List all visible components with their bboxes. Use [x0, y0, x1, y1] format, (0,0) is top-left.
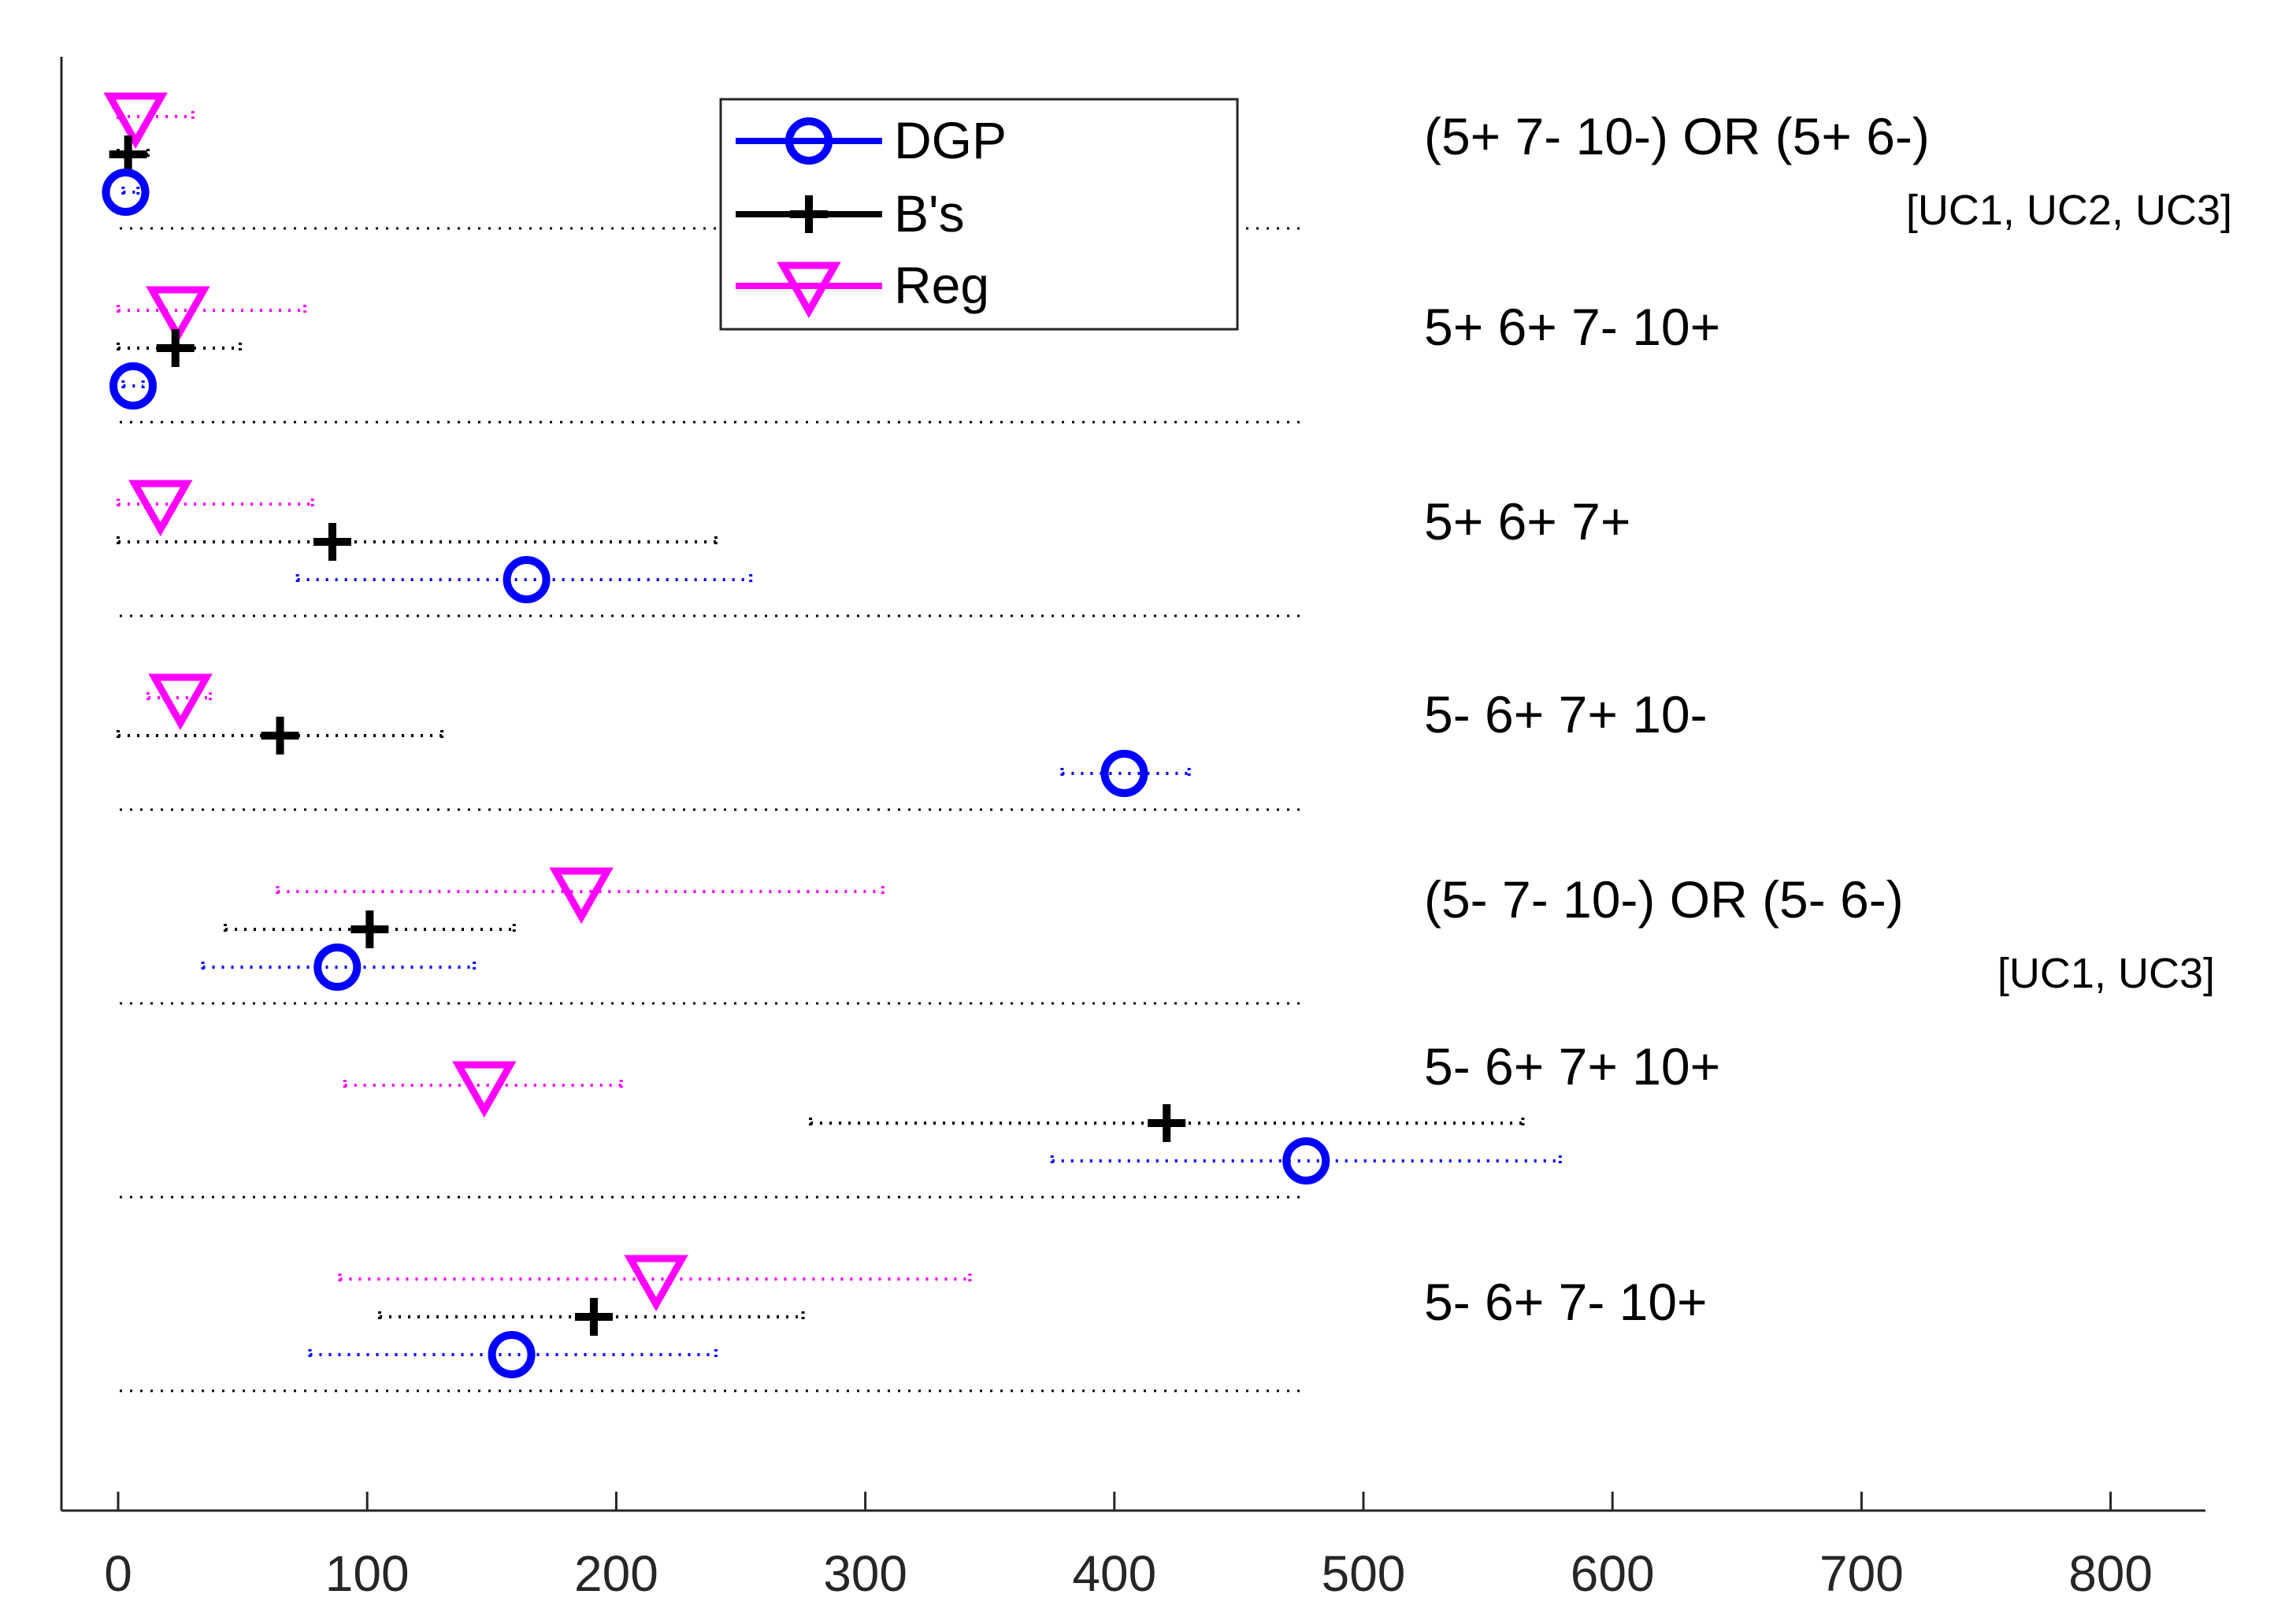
reg-marker-4	[148, 673, 213, 731]
bs-marker-4	[261, 717, 299, 755]
x-tick-label-200: 200	[574, 1545, 658, 1602]
group-separators	[120, 227, 1301, 1392]
group-3	[117, 480, 753, 603]
group-5	[201, 867, 885, 991]
group-label-6: 5- 6+ 7+ 10+	[1424, 1037, 1720, 1096]
group-sublabel-1: [UC1, UC2, UC3]	[1906, 187, 2232, 234]
x-tick-label-300: 300	[823, 1545, 907, 1602]
group-1	[102, 92, 195, 216]
group-label-5: (5- 7- 10-) OR (5- 6-)	[1424, 870, 1904, 929]
legend-label-bs: B's	[894, 184, 965, 243]
legend-marker-reg	[777, 261, 841, 319]
group-label-7: 5- 6+ 7- 10+	[1424, 1273, 1708, 1331]
reg-marker-3	[128, 480, 193, 537]
group-label-1: (5+ 7- 10-) OR (5+ 6-)	[1424, 107, 1930, 165]
bs-marker-7	[574, 1298, 613, 1336]
x-tick-label-600: 600	[1571, 1545, 1655, 1602]
series-layer	[102, 92, 1562, 1378]
bs-marker-3	[313, 523, 351, 561]
bs-marker-6	[1148, 1104, 1186, 1142]
legend-label-dgp: DGP	[894, 111, 1007, 169]
dgp-marker-3	[503, 556, 551, 603]
legend-marker-dgp	[785, 117, 833, 165]
dgp-marker-5	[313, 944, 362, 991]
legend-marker-bs	[790, 195, 828, 233]
dgp-marker-1	[102, 169, 150, 216]
reg-marker-5	[549, 867, 614, 925]
group-4	[117, 673, 1191, 797]
group-sublabel-5: [UC1, UC3]	[1997, 950, 2215, 997]
x-tick-label-400: 400	[1072, 1545, 1156, 1602]
x-tick-label-100: 100	[325, 1545, 410, 1602]
dgp-marker-6	[1282, 1137, 1330, 1185]
dgp-marker-4	[1100, 750, 1148, 797]
dgp-marker-7	[488, 1331, 536, 1378]
bs-marker-2	[156, 329, 195, 367]
reg-marker-6	[452, 1061, 517, 1118]
reg-marker-1	[103, 92, 168, 150]
x-tick-label-0: 0	[104, 1545, 132, 1602]
reg-marker-7	[624, 1255, 688, 1312]
x-tick-label-800: 800	[2068, 1545, 2153, 1602]
legend: DGP B's Reg	[719, 98, 1239, 331]
legend-label-reg: Reg	[894, 256, 989, 314]
group-2	[109, 286, 307, 410]
dgp-marker-2	[109, 362, 157, 410]
group-7	[308, 1255, 972, 1378]
x-tick-label-500: 500	[1322, 1545, 1406, 1602]
bs-marker-5	[351, 910, 389, 948]
x-tick-label-700: 700	[1819, 1545, 1904, 1602]
axes: 0 100 200 300 400 500 600 700 800	[60, 57, 2205, 1602]
group-label-3: 5+ 6+ 7+	[1424, 492, 1630, 551]
reg-marker-2	[146, 286, 210, 343]
group-label-2: 5+ 6+ 7- 10+	[1424, 298, 1720, 356]
bs-marker-1	[109, 135, 147, 173]
group-labels: (5+ 7- 10-) OR (5+ 6-) [UC1, UC2, UC3] 5+ …	[1424, 107, 2232, 1331]
group-6	[343, 1061, 1562, 1185]
group-label-4: 5- 6+ 7+ 10-	[1424, 685, 1708, 743]
